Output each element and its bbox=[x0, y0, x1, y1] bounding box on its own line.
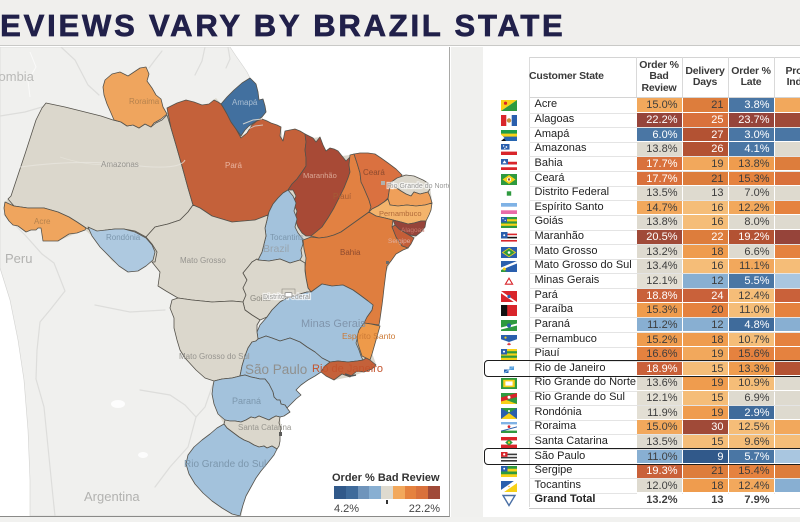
svg-text:Tocantins: Tocantins bbox=[270, 233, 304, 242]
svg-text:Amapá: Amapá bbox=[232, 98, 258, 107]
svg-text:Mato Grosso do Sul: Mato Grosso do Sul bbox=[179, 352, 250, 361]
svg-text:Distrito Federal: Distrito Federal bbox=[263, 294, 311, 301]
svg-text:Colombia: Colombia bbox=[0, 69, 35, 84]
svg-text:Maranhão: Maranhão bbox=[303, 171, 337, 180]
svg-text:Pernambuco: Pernambuco bbox=[379, 209, 422, 218]
svg-text:Paraná: Paraná bbox=[232, 396, 261, 406]
svg-text:Pará: Pará bbox=[225, 161, 242, 170]
svg-text:Piauí: Piauí bbox=[333, 192, 352, 201]
svg-text:Brazil: Brazil bbox=[263, 243, 289, 255]
svg-text:Peru: Peru bbox=[5, 251, 32, 266]
svg-text:Ceará: Ceará bbox=[363, 168, 385, 177]
svg-text:Rio Grande do Sul: Rio Grande do Sul bbox=[184, 459, 266, 470]
svg-text:São Paulo: São Paulo bbox=[245, 362, 307, 377]
svg-text:Acre: Acre bbox=[34, 217, 51, 226]
svg-text:Alagoas: Alagoas bbox=[401, 227, 425, 234]
svg-text:Rondónia: Rondónia bbox=[106, 233, 141, 242]
svg-text:Bahia: Bahia bbox=[340, 248, 361, 257]
svg-text:Rio de Janeiro: Rio de Janeiro bbox=[312, 363, 383, 375]
svg-text:Mato Grosso: Mato Grosso bbox=[180, 256, 226, 265]
svg-text:Sergipe: Sergipe bbox=[388, 238, 411, 245]
svg-text:Rio Grande do Norte: Rio Grande do Norte bbox=[387, 183, 450, 190]
svg-text:Santa Catarina: Santa Catarina bbox=[238, 423, 292, 432]
svg-text:Argentina: Argentina bbox=[84, 489, 140, 504]
svg-text:Minas Gerais: Minas Gerais bbox=[301, 318, 366, 330]
svg-text:Roraima: Roraima bbox=[129, 97, 160, 106]
svg-text:Goiás: Goiás bbox=[250, 294, 271, 303]
svg-text:Espírito Santo: Espírito Santo bbox=[342, 331, 396, 341]
svg-text:Amazonas: Amazonas bbox=[101, 160, 139, 169]
